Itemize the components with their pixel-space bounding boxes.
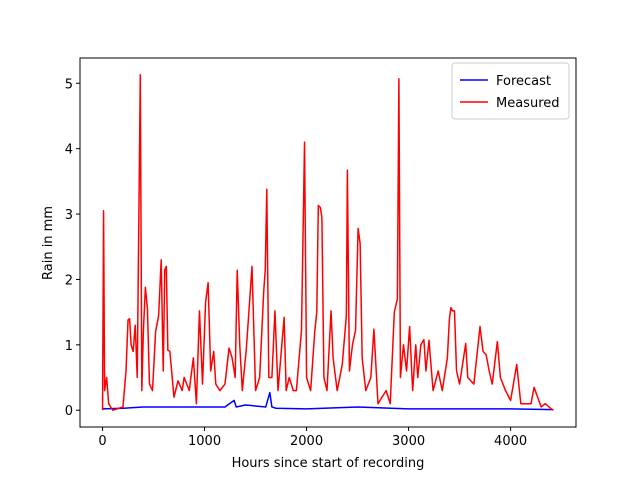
x-tick-label: 0 xyxy=(98,434,106,449)
y-axis-label: Rain in mm xyxy=(41,206,56,280)
x-tick-label: 2000 xyxy=(290,434,323,449)
series-line xyxy=(102,391,554,411)
x-tick-label: 3000 xyxy=(392,434,425,449)
y-tick-label: 4 xyxy=(65,143,73,158)
series-line xyxy=(101,74,554,411)
y-tick-label: 0 xyxy=(65,404,73,419)
x-axis-label: Hours since start of recording xyxy=(232,456,425,471)
legend-label: Forecast xyxy=(496,74,551,89)
y-tick-label: 2 xyxy=(65,273,73,288)
x-tick-label: 4000 xyxy=(494,434,527,449)
plot-frame xyxy=(79,57,577,428)
legend-box xyxy=(451,62,570,120)
y-tick-label: 5 xyxy=(65,77,73,92)
y-tick-label: 3 xyxy=(65,208,73,223)
y-tick-label: 1 xyxy=(65,339,73,354)
legend-label: Measured xyxy=(496,96,560,111)
x-tick-label: 1000 xyxy=(188,434,221,449)
